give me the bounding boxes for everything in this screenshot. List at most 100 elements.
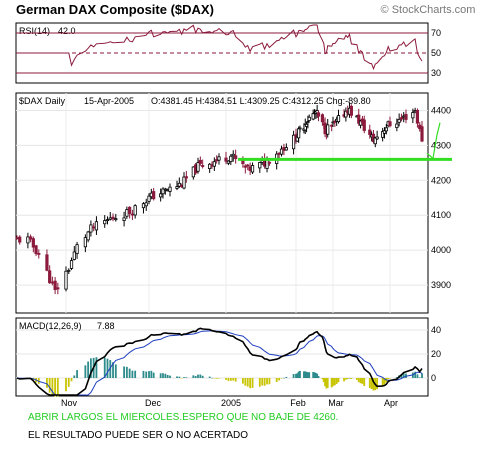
macd-histogram-bar [350,378,353,379]
macd-histogram-bar [395,377,398,378]
candle-body [168,186,172,192]
macd-histogram-bar [376,378,379,390]
candle-body [94,221,99,231]
rsi-value: 42.0 [58,26,76,36]
candle-body [133,205,137,216]
macd-tick-label: 0 [431,373,436,383]
candle-body [320,114,325,123]
macd-histogram-bar [321,378,324,380]
macd-histogram-bar [54,378,57,397]
candle-body [208,163,212,169]
price-tick-label: 4200 [431,175,451,185]
macd-histogram-bar [56,378,59,397]
macd-histogram-bar [402,373,405,378]
macd-histogram-bar [134,370,137,378]
candle-body [122,217,126,222]
candle-body [161,188,165,195]
macd-tick-label: 40 [431,325,441,335]
macd-histogram-bar [414,371,417,378]
candle-body [108,217,112,220]
macd-histogram-bar [241,378,244,384]
macd-histogram-bar [359,378,362,384]
macd-line [16,327,423,396]
macd-histogram-bar [322,378,325,383]
watermark: © StockCharts.com [381,4,476,16]
macd-histogram-bar [418,377,421,378]
macd-histogram-bar [258,378,261,387]
rsi-level-label: 70 [431,28,441,38]
macd-histogram-bar [51,378,54,395]
rsi-level-label: 50 [431,48,441,58]
macd-histogram-bar [370,378,373,389]
macd-histogram-bar [70,378,73,382]
candle-body [83,237,87,248]
macd-histogram-bar [150,370,153,378]
annotation-line-1: ABRIR LARGOS EL MIERCOLES.ESPERO QUE NO … [28,412,339,423]
macd-histogram-bar [312,371,315,378]
macd-histogram-bar [90,358,92,378]
macd-histogram-bar [333,378,336,386]
macd-histogram-bar [348,377,351,379]
macd-signal-line [16,330,423,396]
macd-histogram-bar [246,378,249,387]
candle-body [357,114,361,124]
candle-body [284,147,288,151]
candle-body [175,186,179,189]
macd-histogram-bar [218,378,220,379]
macd-histogram-bar [125,366,128,378]
candle-body [31,238,35,248]
candle-body [415,109,420,124]
candle-body [26,236,30,244]
macd-histogram-bar [251,378,254,388]
candle-body [18,236,22,243]
candle-body [224,157,228,162]
macd-histogram-bar [145,371,148,378]
macd-histogram-bar [199,374,202,378]
candle-body [231,153,235,157]
x-tick-label: Nov [61,398,78,408]
candle-body [196,162,200,172]
price-date: 15-Apr-2005 [84,96,134,106]
macd-histogram-bar [178,376,181,378]
candle-body [64,270,68,290]
candle-body [144,202,148,207]
macd-histogram-bar [67,378,70,387]
candle-body [267,161,272,164]
candle-body [395,123,399,128]
projection-arrow [426,122,441,160]
candle-body [159,193,163,198]
macd-histogram-bar [387,378,390,380]
macd-histogram-bar [361,378,364,384]
macd-histogram-bar [159,373,162,378]
macd-histogram-bar [48,378,51,393]
macd-histogram-bar [326,378,329,388]
candle-body [399,117,404,120]
candle-body [246,164,250,167]
candle-body [15,237,19,240]
price-quote: O:4381.45 H:4384.51 L:4309.25 C:4312.25 … [151,96,371,106]
macd-histogram-bar [268,378,271,385]
candle-body [326,124,330,135]
price-tick-label: 4400 [431,105,451,115]
candle-body [75,244,79,254]
candle-body [279,148,284,155]
macd-histogram-bar [65,378,67,392]
macd-histogram-bar [330,378,333,388]
macd-histogram-bar [229,378,232,381]
macd-histogram-bar [332,378,334,387]
rsi-level-label: 30 [431,68,441,78]
candle-body [243,165,247,168]
price-axis: 4400 4300 4200 4100 4000 3900 [431,105,451,290]
x-tick-label: Feb [290,398,306,408]
macd-tick-label: 20 [431,349,441,359]
macd-histogram-bar [383,378,386,385]
macd-histogram-bar [197,374,199,378]
macd-histogram-bar [344,378,347,380]
macd-histogram-bar [106,358,109,378]
macd-histogram-bar [308,372,311,378]
candle-body [128,206,132,214]
macd-histogram-bar [194,375,197,378]
price-panel [15,92,429,314]
candle-body [130,213,134,216]
macd-histogram-bar [313,372,316,378]
